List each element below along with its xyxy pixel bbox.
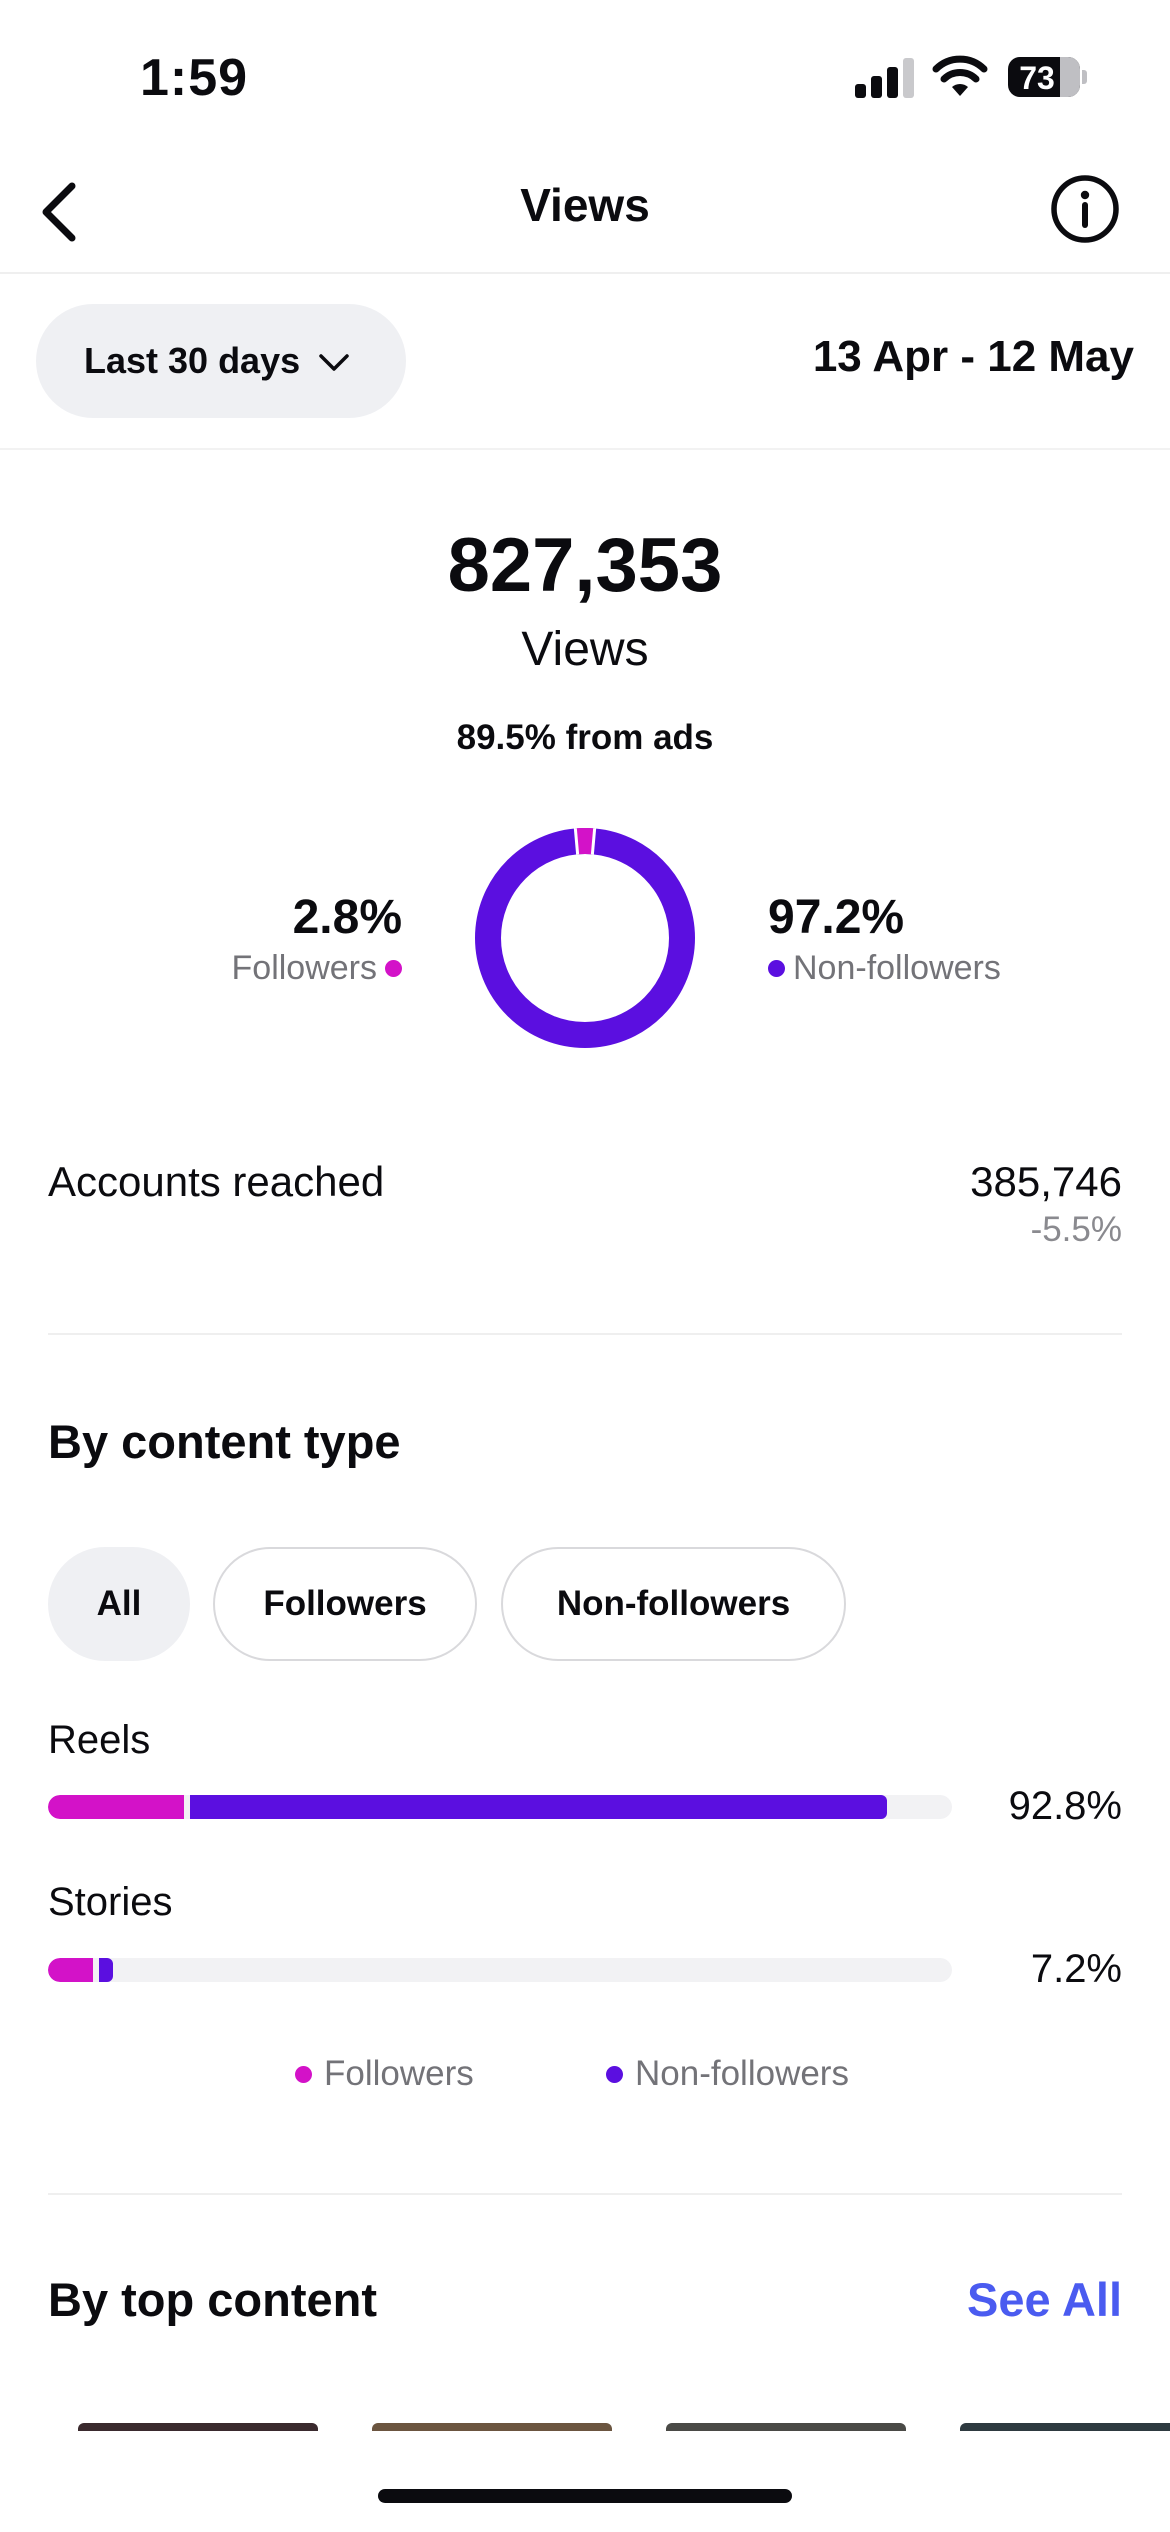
home-indicator[interactable] [378, 2489, 792, 2503]
stories-pct: 7.2% [1030, 1947, 1122, 1991]
content-thumbnail[interactable] [960, 2423, 1170, 2431]
date-range-text: 13 Apr - 12 May [812, 332, 1134, 381]
non-followers-share-pct: 97.2% [768, 891, 905, 944]
audience-donut-chart [475, 828, 695, 1048]
reels-pct: 92.8% [1008, 1784, 1122, 1828]
status-bar: 1:59 73 [0, 0, 1170, 150]
followers-dot-icon [295, 2065, 312, 2083]
cellular-signal-icon [855, 58, 917, 98]
reels-non-followers-segment [190, 1795, 887, 1819]
reels-bar [48, 1795, 952, 1819]
donut-segment-divider [573, 828, 580, 855]
followers-share: 2.8% Followers [232, 890, 402, 988]
bar-legend-followers: Followers [295, 2054, 474, 2094]
content-thumbnail[interactable] [666, 2423, 906, 2431]
non-followers-dot-icon [768, 960, 785, 977]
chip-all[interactable]: All [48, 1547, 190, 1661]
content-thumbnail[interactable] [372, 2423, 612, 2431]
info-icon [1051, 175, 1119, 243]
section-divider [48, 2193, 1122, 2195]
accounts-reached-row[interactable]: Accounts reached 385,746 -5.5% [48, 1150, 1122, 1260]
stories-followers-segment [48, 1958, 93, 1982]
date-range-dropdown-label: Last 30 days [84, 340, 301, 381]
bar-legend-followers-label: Followers [324, 2054, 474, 2093]
chevron-down-icon [318, 340, 350, 382]
stories-bar [48, 1958, 952, 1982]
navigation-bar: Views [0, 150, 1170, 274]
stories-label: Stories [48, 1880, 173, 1924]
donut-segment-divider [590, 828, 597, 855]
page-title: Views [520, 179, 650, 231]
non-followers-share-label: Non-followers [793, 949, 1001, 987]
accounts-reached-label: Accounts reached [48, 1158, 385, 1205]
stories-non-followers-segment [99, 1958, 113, 1982]
section-divider [48, 1333, 1122, 1335]
battery-level: 73 [1019, 60, 1055, 96]
followers-dot-icon [385, 960, 402, 977]
date-range-dropdown[interactable]: Last 30 days [36, 304, 406, 418]
ads-share-note: 89.5% from ads [456, 718, 714, 757]
accounts-reached-change: -5.5% [1030, 1210, 1122, 1249]
filter-row: Last 30 days 13 Apr - 12 May [0, 276, 1170, 450]
donut-non-followers-segment [475, 828, 695, 1048]
content-type-title: By content type [48, 1415, 401, 1468]
battery-icon: 73 [1008, 57, 1087, 97]
content-thumbnail[interactable] [78, 2423, 318, 2431]
reels-label: Reels [48, 1718, 151, 1762]
total-views-value: 827,353 [447, 523, 723, 608]
accounts-reached-value: 385,746 [970, 1158, 1122, 1205]
chevron-left-icon [42, 182, 76, 242]
followers-share-label: Followers [231, 949, 377, 987]
info-button[interactable] [1046, 170, 1124, 248]
chip-non-followers[interactable]: Non-followers [501, 1547, 846, 1661]
status-time: 1:59 [140, 49, 249, 107]
top-content-thumbnails [0, 2423, 1170, 2431]
non-followers-share: 97.2% Non-followers [768, 890, 1001, 988]
non-followers-dot-icon [606, 2065, 623, 2083]
chip-followers[interactable]: Followers [213, 1547, 477, 1661]
bar-legend-non-followers: Non-followers [606, 2054, 849, 2094]
bar-legend-non-followers-label: Non-followers [635, 2054, 849, 2093]
top-content-title: By top content [48, 2273, 377, 2326]
total-views-label: Views [521, 623, 649, 676]
wifi-icon [932, 55, 988, 96]
see-all-link[interactable]: See All [967, 2273, 1122, 2326]
reels-followers-segment [48, 1795, 184, 1819]
back-button[interactable] [18, 172, 98, 252]
followers-share-pct: 2.8% [292, 891, 402, 944]
